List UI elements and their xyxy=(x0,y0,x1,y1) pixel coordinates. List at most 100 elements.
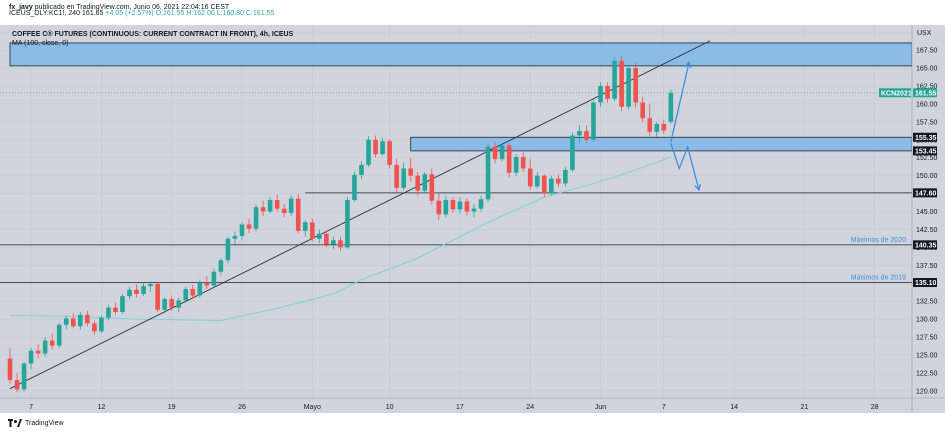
candle-body xyxy=(92,323,97,332)
zone-top-label: 155.35 xyxy=(915,135,937,142)
candle-body xyxy=(429,174,435,201)
candle-body xyxy=(352,174,357,201)
last-price-tag: KCN2021 xyxy=(881,90,912,97)
candle-body xyxy=(584,131,589,140)
y-tick-label: 157.50 xyxy=(916,119,938,126)
candle xyxy=(317,229,322,244)
candle-body xyxy=(345,200,350,248)
chart-area[interactable]: Máximos de 2020 Máximos de 2019 USX 120.00 1… xyxy=(0,25,945,413)
y-tick-label: 120.00 xyxy=(916,388,938,395)
candle xyxy=(612,57,617,102)
candle-body xyxy=(527,168,533,187)
candle-body xyxy=(387,141,392,165)
candle-body xyxy=(415,175,421,191)
candle xyxy=(619,55,624,112)
candle xyxy=(141,283,146,297)
publish-info: publicado en TradingView.com, Junio 06, … xyxy=(34,4,230,11)
candle-body xyxy=(260,207,266,212)
candle xyxy=(211,268,217,288)
y-tick-label: 167.50 xyxy=(916,48,938,55)
candle-body xyxy=(513,156,519,173)
candle xyxy=(204,276,210,289)
footer-brand: TradingView xyxy=(25,419,64,427)
candle xyxy=(7,347,13,384)
author[interactable]: fx_javy xyxy=(9,4,33,11)
y-tick-label: 125.00 xyxy=(916,352,938,359)
candle xyxy=(457,197,463,214)
candle xyxy=(246,218,252,234)
candle-body xyxy=(331,240,336,245)
candle-body xyxy=(176,300,182,308)
candle-body xyxy=(668,92,674,122)
candle-body xyxy=(141,286,146,294)
candle-body xyxy=(408,168,414,176)
candle-body xyxy=(155,283,160,310)
candle xyxy=(162,297,167,314)
price-chart[interactable]: Máximos de 2020 Máximos de 2019 USX 120.00 1… xyxy=(0,25,945,413)
candle-body xyxy=(633,68,638,103)
arrow-down-head xyxy=(694,184,702,192)
candle-body xyxy=(471,208,477,212)
candle-body xyxy=(70,318,76,327)
candle xyxy=(267,197,273,214)
tradingview-logo-icon xyxy=(8,419,22,427)
legend-title: COFFEE C® FUTURES (CONTINUOUS: CURRENT C… xyxy=(12,31,294,38)
candle xyxy=(56,322,62,348)
candle-body xyxy=(520,156,526,169)
candle-body xyxy=(591,102,596,140)
candle-body xyxy=(120,296,125,312)
x-tick-label: 12 xyxy=(97,404,105,411)
last-price-label: 161.55 xyxy=(915,90,937,97)
candle xyxy=(471,204,477,218)
y-tick-label: 132.50 xyxy=(916,299,938,306)
candle xyxy=(640,96,645,122)
candle-body xyxy=(598,85,603,103)
candle-body xyxy=(647,118,653,132)
candle-body xyxy=(99,317,104,332)
candle-body xyxy=(309,222,315,239)
candle-body xyxy=(373,139,378,155)
moving-average-line xyxy=(9,156,671,322)
candle xyxy=(506,143,512,178)
y-tick-label: 165.00 xyxy=(916,66,938,73)
level-label-bg xyxy=(913,188,937,198)
candles xyxy=(7,55,674,393)
candle-body xyxy=(366,139,371,165)
y-tick-label: 162.50 xyxy=(916,83,938,90)
candle-body xyxy=(661,123,667,131)
x-tick-label: 14 xyxy=(730,404,738,411)
candle xyxy=(345,197,350,249)
candle xyxy=(605,82,610,103)
y-tick-label: 150.00 xyxy=(916,173,938,180)
candle xyxy=(281,204,287,218)
candle xyxy=(352,172,357,203)
candle-body xyxy=(239,224,245,236)
candle-body xyxy=(549,178,554,194)
candle-body xyxy=(56,324,62,346)
candle xyxy=(436,193,442,221)
candle xyxy=(176,297,182,312)
candle-body xyxy=(169,299,174,308)
x-tick-label: 19 xyxy=(168,404,176,411)
candle-body xyxy=(570,135,575,170)
chart-legend: COFFEE C® FUTURES (CONTINUOUS: CURRENT C… xyxy=(12,30,293,48)
candle-body xyxy=(492,146,498,160)
candle-body xyxy=(42,340,48,354)
candle xyxy=(148,281,153,292)
candle xyxy=(633,62,638,108)
candle-body xyxy=(534,175,540,187)
candle xyxy=(429,168,435,205)
candle-body xyxy=(49,340,55,346)
candle-body xyxy=(338,240,343,248)
level-label-bg xyxy=(913,278,937,288)
candle xyxy=(591,100,596,142)
price-change: +4.05 (+2.57%) xyxy=(105,10,154,17)
level-note: Máximos de 2020 xyxy=(851,237,906,244)
candle xyxy=(584,125,589,144)
candle-body xyxy=(204,282,210,286)
candle-body xyxy=(148,283,153,287)
candle-body xyxy=(232,235,238,239)
ohlc-values: O:161.55 H:162.00 L:160.80 C:161.55 xyxy=(155,10,275,17)
grid xyxy=(0,25,912,398)
level-label: 140.35 xyxy=(915,242,937,249)
